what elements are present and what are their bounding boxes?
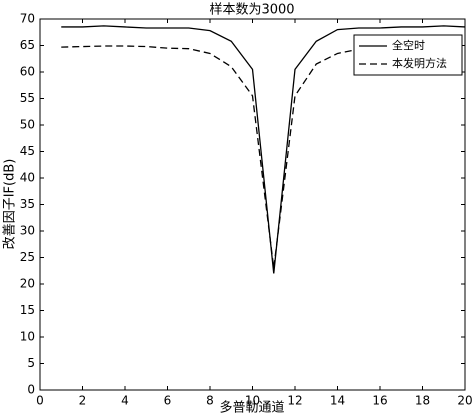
plot-frame: [39, 18, 466, 391]
x-tick-label: 4: [121, 394, 129, 408]
x-tick-label: 8: [206, 394, 214, 408]
y-tick-label: 40: [20, 171, 35, 185]
y-tick-label: 20: [20, 277, 35, 291]
x-tick-label: 16: [372, 394, 387, 408]
x-tick-label: 10: [245, 394, 260, 408]
x-tick-label: 18: [415, 394, 430, 408]
legend-box: [353, 34, 463, 76]
series-line: [61, 25, 466, 274]
y-tick-label: 50: [20, 118, 35, 132]
x-tick-label: 6: [164, 394, 172, 408]
series-line: [61, 45, 465, 269]
y-tick-label: 65: [20, 38, 35, 52]
y-tick-label: 35: [20, 197, 35, 211]
x-tick-label: 14: [330, 394, 345, 408]
x-tick-label: 0: [36, 394, 44, 408]
y-tick-label: 55: [20, 91, 35, 105]
y-tick-label: 5: [27, 356, 35, 370]
x-tick-label: 20: [457, 394, 472, 408]
y-tick-label: 45: [20, 144, 35, 158]
y-tick-label: 10: [20, 330, 35, 344]
y-axis-label: 改善因子IF(dB): [2, 159, 18, 250]
x-axis-label: 多普勒通道: [219, 400, 284, 416]
y-tick-label: 15: [20, 303, 35, 317]
y-tick-label: 70: [20, 12, 35, 26]
x-tick-label: 2: [79, 394, 87, 408]
y-tick-label: 25: [20, 250, 35, 264]
legend-label: 全空时: [392, 38, 425, 52]
y-tick-label: 0: [27, 383, 35, 397]
x-tick-label: 12: [287, 394, 302, 408]
legend-label: 本发明方法: [392, 56, 447, 70]
y-tick-label: 30: [20, 224, 35, 238]
chart-title: 样本数为3000: [209, 3, 294, 18]
y-tick-label: 60: [20, 65, 35, 79]
